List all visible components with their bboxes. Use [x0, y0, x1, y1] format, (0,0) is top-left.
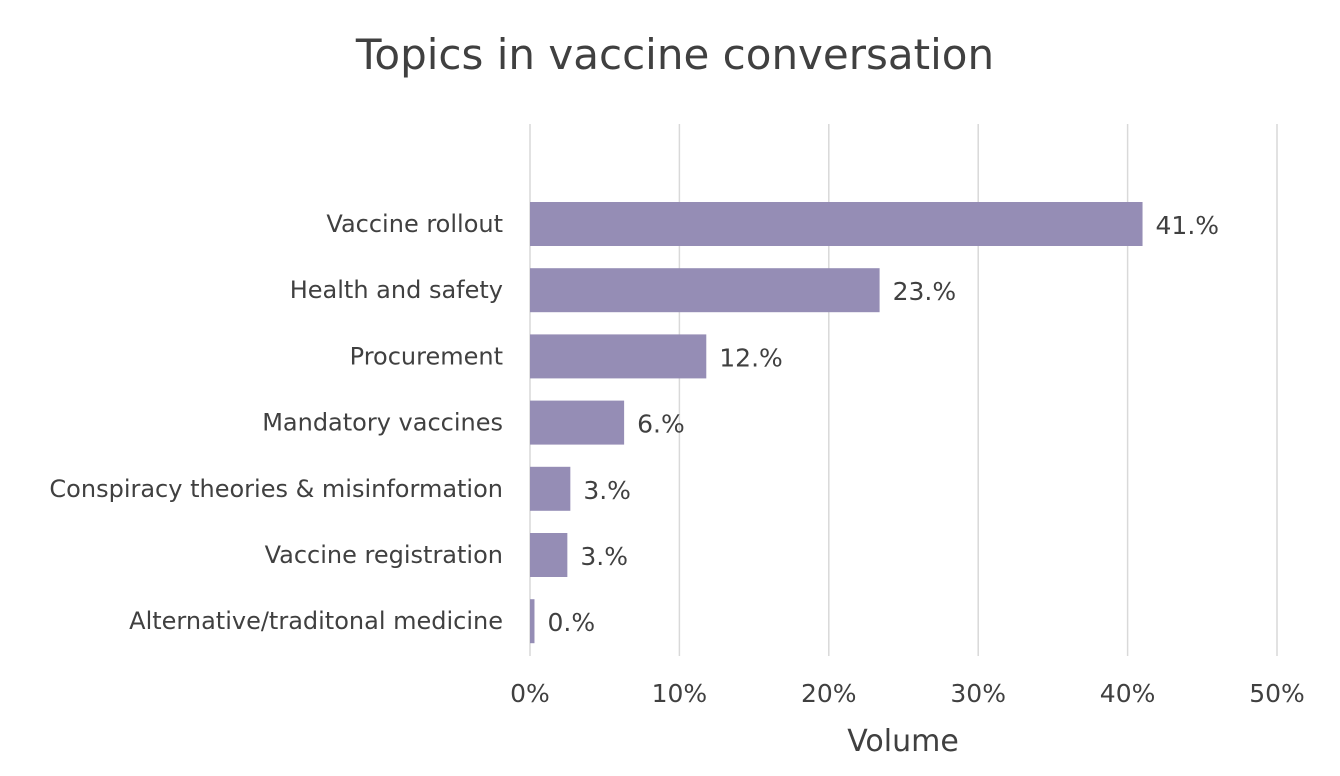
data-label: 3.%	[583, 476, 631, 505]
data-label: 23.%	[893, 277, 957, 306]
data-label: 6.%	[637, 410, 685, 439]
x-tick-label: 20%	[801, 679, 857, 708]
category-label: Vaccine registration	[265, 541, 503, 569]
bar	[530, 599, 535, 644]
data-label: 0.%	[547, 608, 595, 637]
x-tick-label: 40%	[1100, 679, 1156, 708]
x-tick-labels: 0% 10% 20% 30% 40% 50%	[510, 679, 1305, 708]
bar	[530, 466, 571, 511]
bar	[530, 202, 1143, 246]
x-tick-label: 0%	[510, 679, 550, 708]
category-label: Health and safety	[290, 276, 503, 304]
category-label: Alternative/traditonal medicine	[129, 607, 503, 635]
bar	[530, 268, 880, 313]
data-label: 12.%	[719, 343, 783, 372]
bar	[530, 533, 568, 577]
x-tick-label: 30%	[950, 679, 1006, 708]
category-label: Procurement	[350, 342, 503, 370]
data-label: 3.%	[580, 542, 628, 571]
category-labels: Vaccine rollout Health and safety Procurem…	[49, 210, 503, 635]
chart-title: Topics in vaccine conversation	[355, 30, 995, 79]
x-axis-title: Volume	[847, 724, 959, 759]
category-label: Vaccine rollout	[326, 210, 503, 238]
data-labels: 41.% 23.% 12.% 6.% 3.% 3.% 0.%	[547, 211, 1219, 637]
category-label: Mandatory vaccines	[262, 409, 503, 437]
bars	[530, 202, 1143, 644]
category-label: Conspiracy theories & misinformation	[49, 475, 503, 503]
data-label: 41.%	[1156, 211, 1220, 240]
x-tick-label: 10%	[652, 679, 708, 708]
bar	[530, 334, 707, 379]
bar	[530, 400, 625, 445]
x-tick-label: 50%	[1249, 679, 1305, 708]
